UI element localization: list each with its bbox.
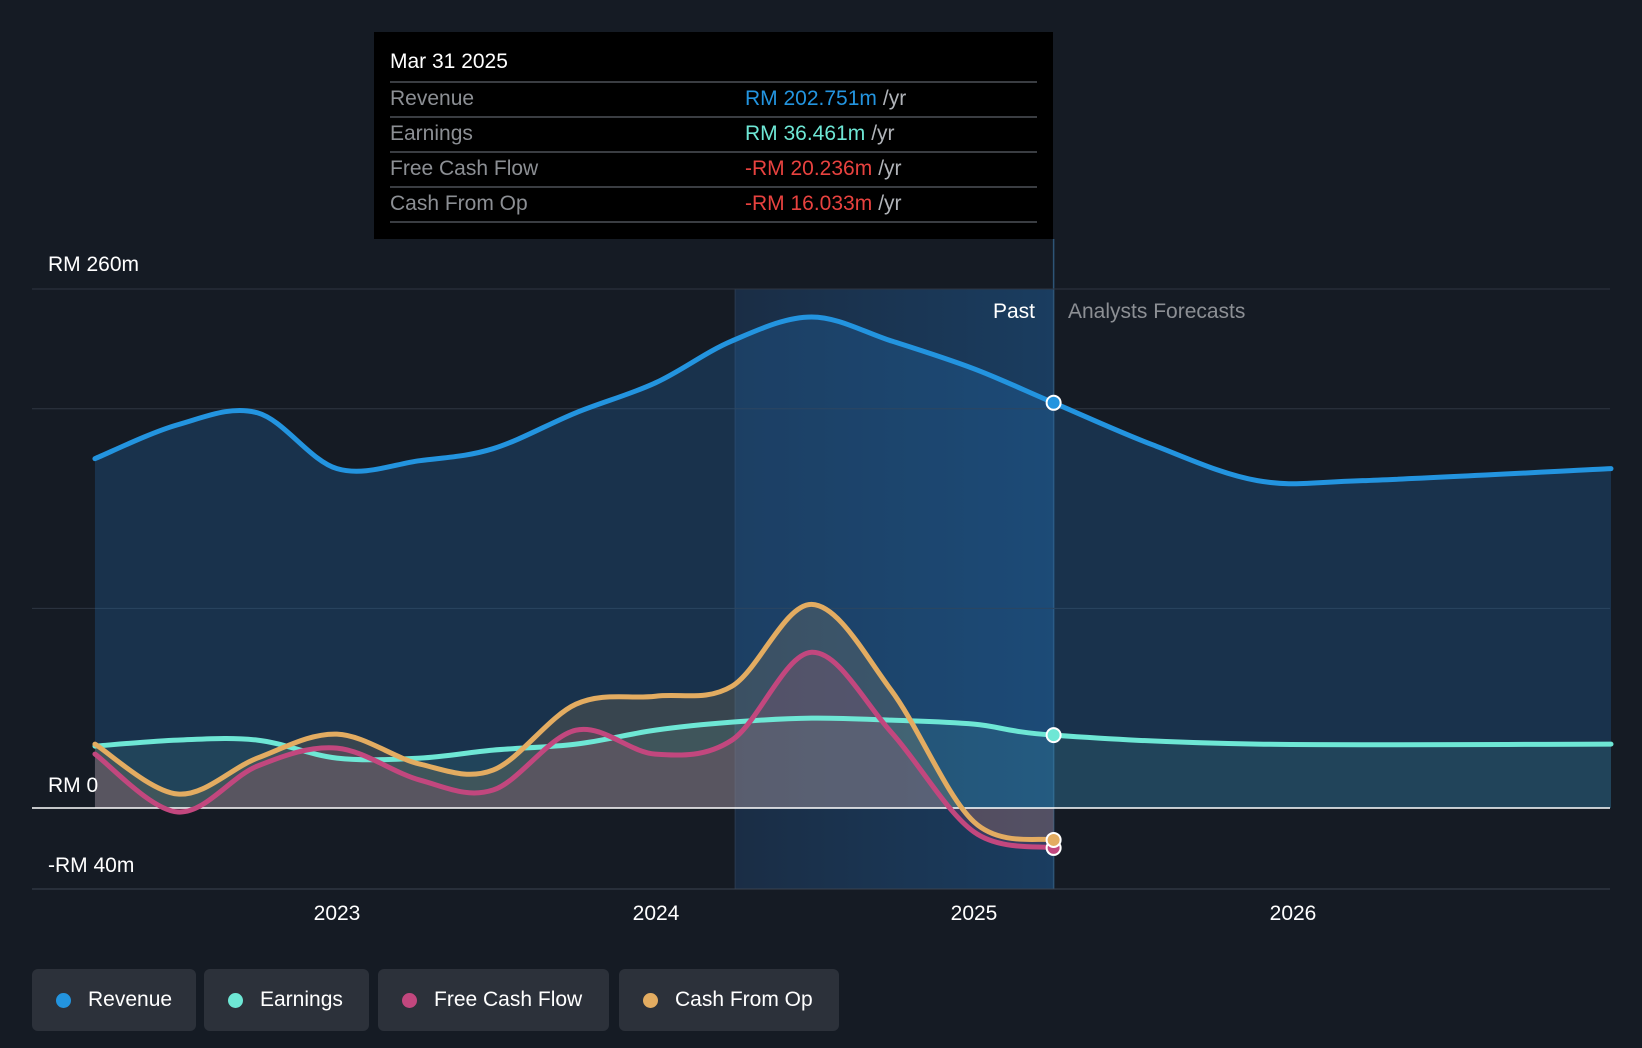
x-tick-label: 2024: [632, 902, 680, 925]
tooltip-row-revenue: Revenue RM 202.751m/yr: [390, 81, 1037, 117]
revenue-line: [92, 314, 1614, 487]
tooltip-value: -RM 20.236m: [745, 157, 873, 180]
legend-revenue[interactable]: Revenue: [32, 969, 196, 1031]
legend-dot-icon: [402, 992, 417, 1008]
legend-label: Earnings: [260, 988, 343, 1011]
tooltip-value: -RM 16.033m: [745, 192, 873, 215]
legend-earnings[interactable]: Earnings: [204, 969, 369, 1031]
free-cash-flow-line: [92, 649, 1057, 851]
forecast-label: Analysts Forecasts: [1068, 300, 1246, 323]
tooltip-row-earnings: Earnings RM 36.461m/yr: [390, 116, 1037, 152]
cash-from-op-marker: [1045, 831, 1062, 848]
legend-label: Cash From Op: [675, 988, 813, 1011]
tooltip-row-fcf: Free Cash Flow -RM 20.236m/yr: [390, 151, 1037, 187]
y-tick-label: RM 260m: [48, 253, 140, 276]
past-highlight-region: [735, 289, 1054, 889]
revenue-marker: [1045, 394, 1062, 411]
tooltip-divider: [390, 221, 1037, 223]
tooltip-unit: /yr: [878, 157, 902, 180]
cash-from-op-area: [94, 604, 1054, 840]
tooltip-label: Cash From Op: [390, 192, 528, 215]
tooltip-value: RM 202.751m: [745, 87, 877, 110]
earnings-area: [94, 718, 1612, 808]
x-tick-label: 2026: [1269, 902, 1317, 925]
tooltip-row-cfo: Cash From Op -RM 16.033m/yr: [390, 186, 1037, 222]
legend-dot-icon: [228, 992, 243, 1008]
legend-label: Free Cash Flow: [434, 988, 583, 1011]
tooltip-date: Mar 31 2025: [390, 50, 508, 73]
tooltip-label: Revenue: [390, 87, 475, 110]
legend-dot-icon: [643, 992, 658, 1008]
tooltip: Mar 31 2025 Revenue RM 202.751m/yr Earnin…: [374, 32, 1053, 239]
earnings-marker: [1045, 727, 1062, 744]
revenue-area: [94, 316, 1612, 808]
x-tick-label: 2025: [950, 902, 998, 925]
legend-label: Revenue: [88, 988, 173, 1011]
x-tick-label: 2023: [313, 902, 361, 925]
legend-free-cash-flow[interactable]: Free Cash Flow: [378, 969, 609, 1031]
y-tick-label: -RM 40m: [48, 854, 135, 877]
free-cash-flow-area: [94, 652, 1054, 848]
tooltip-unit: /yr: [878, 192, 902, 215]
tooltip-label: Free Cash Flow: [390, 157, 539, 180]
past-label: Past: [992, 300, 1035, 323]
tooltip-value: RM 36.461m: [745, 122, 866, 145]
legend-cash-from-op[interactable]: Cash From Op: [619, 969, 839, 1031]
legend-dot-icon: [56, 992, 71, 1008]
cash-from-op-line: [92, 601, 1057, 843]
y-tick-label: RM 0: [48, 774, 99, 797]
tooltip-label: Earnings: [390, 122, 473, 145]
tooltip-unit: /yr: [882, 87, 907, 110]
tooltip-unit: /yr: [871, 122, 895, 145]
